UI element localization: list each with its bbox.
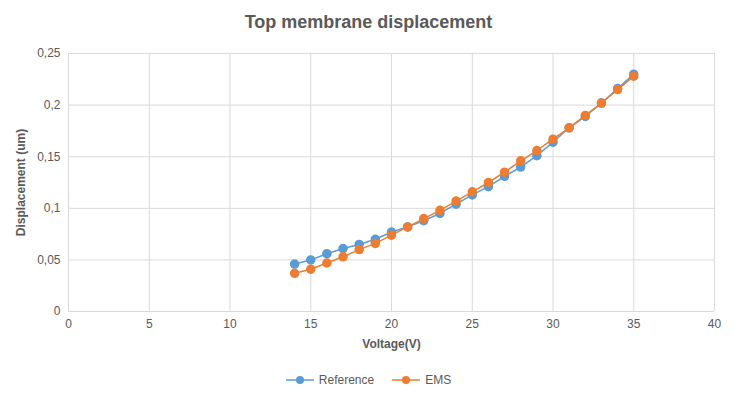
svg-text:0,1: 0,1 [44,201,61,215]
svg-text:0,25: 0,25 [37,46,61,60]
svg-text:35: 35 [627,317,641,331]
svg-text:0: 0 [54,304,61,318]
svg-text:0,15: 0,15 [37,150,61,164]
svg-text:0,2: 0,2 [44,98,61,112]
html-text:Reference: Reference [318,373,375,387]
html-text:Top membrane displacement: Top membrane displacement [244,12,493,32]
svg-text:30: 30 [546,317,560,331]
svg-text:15: 15 [304,317,318,331]
svg-text:20: 20 [385,317,399,331]
svg-text:10: 10 [223,317,237,331]
svg-text:0,05: 0,05 [37,253,61,267]
svg-text:Displacement (um): Displacement (um) [14,129,28,236]
svg-text:0: 0 [65,317,72,331]
svg-text:25: 25 [466,317,480,331]
svg-text:Voltage(V): Voltage(V) [362,337,420,351]
svg-text:40: 40 [708,317,722,331]
svg-text:5: 5 [146,317,153,331]
html-text:EMS: EMS [425,373,452,387]
